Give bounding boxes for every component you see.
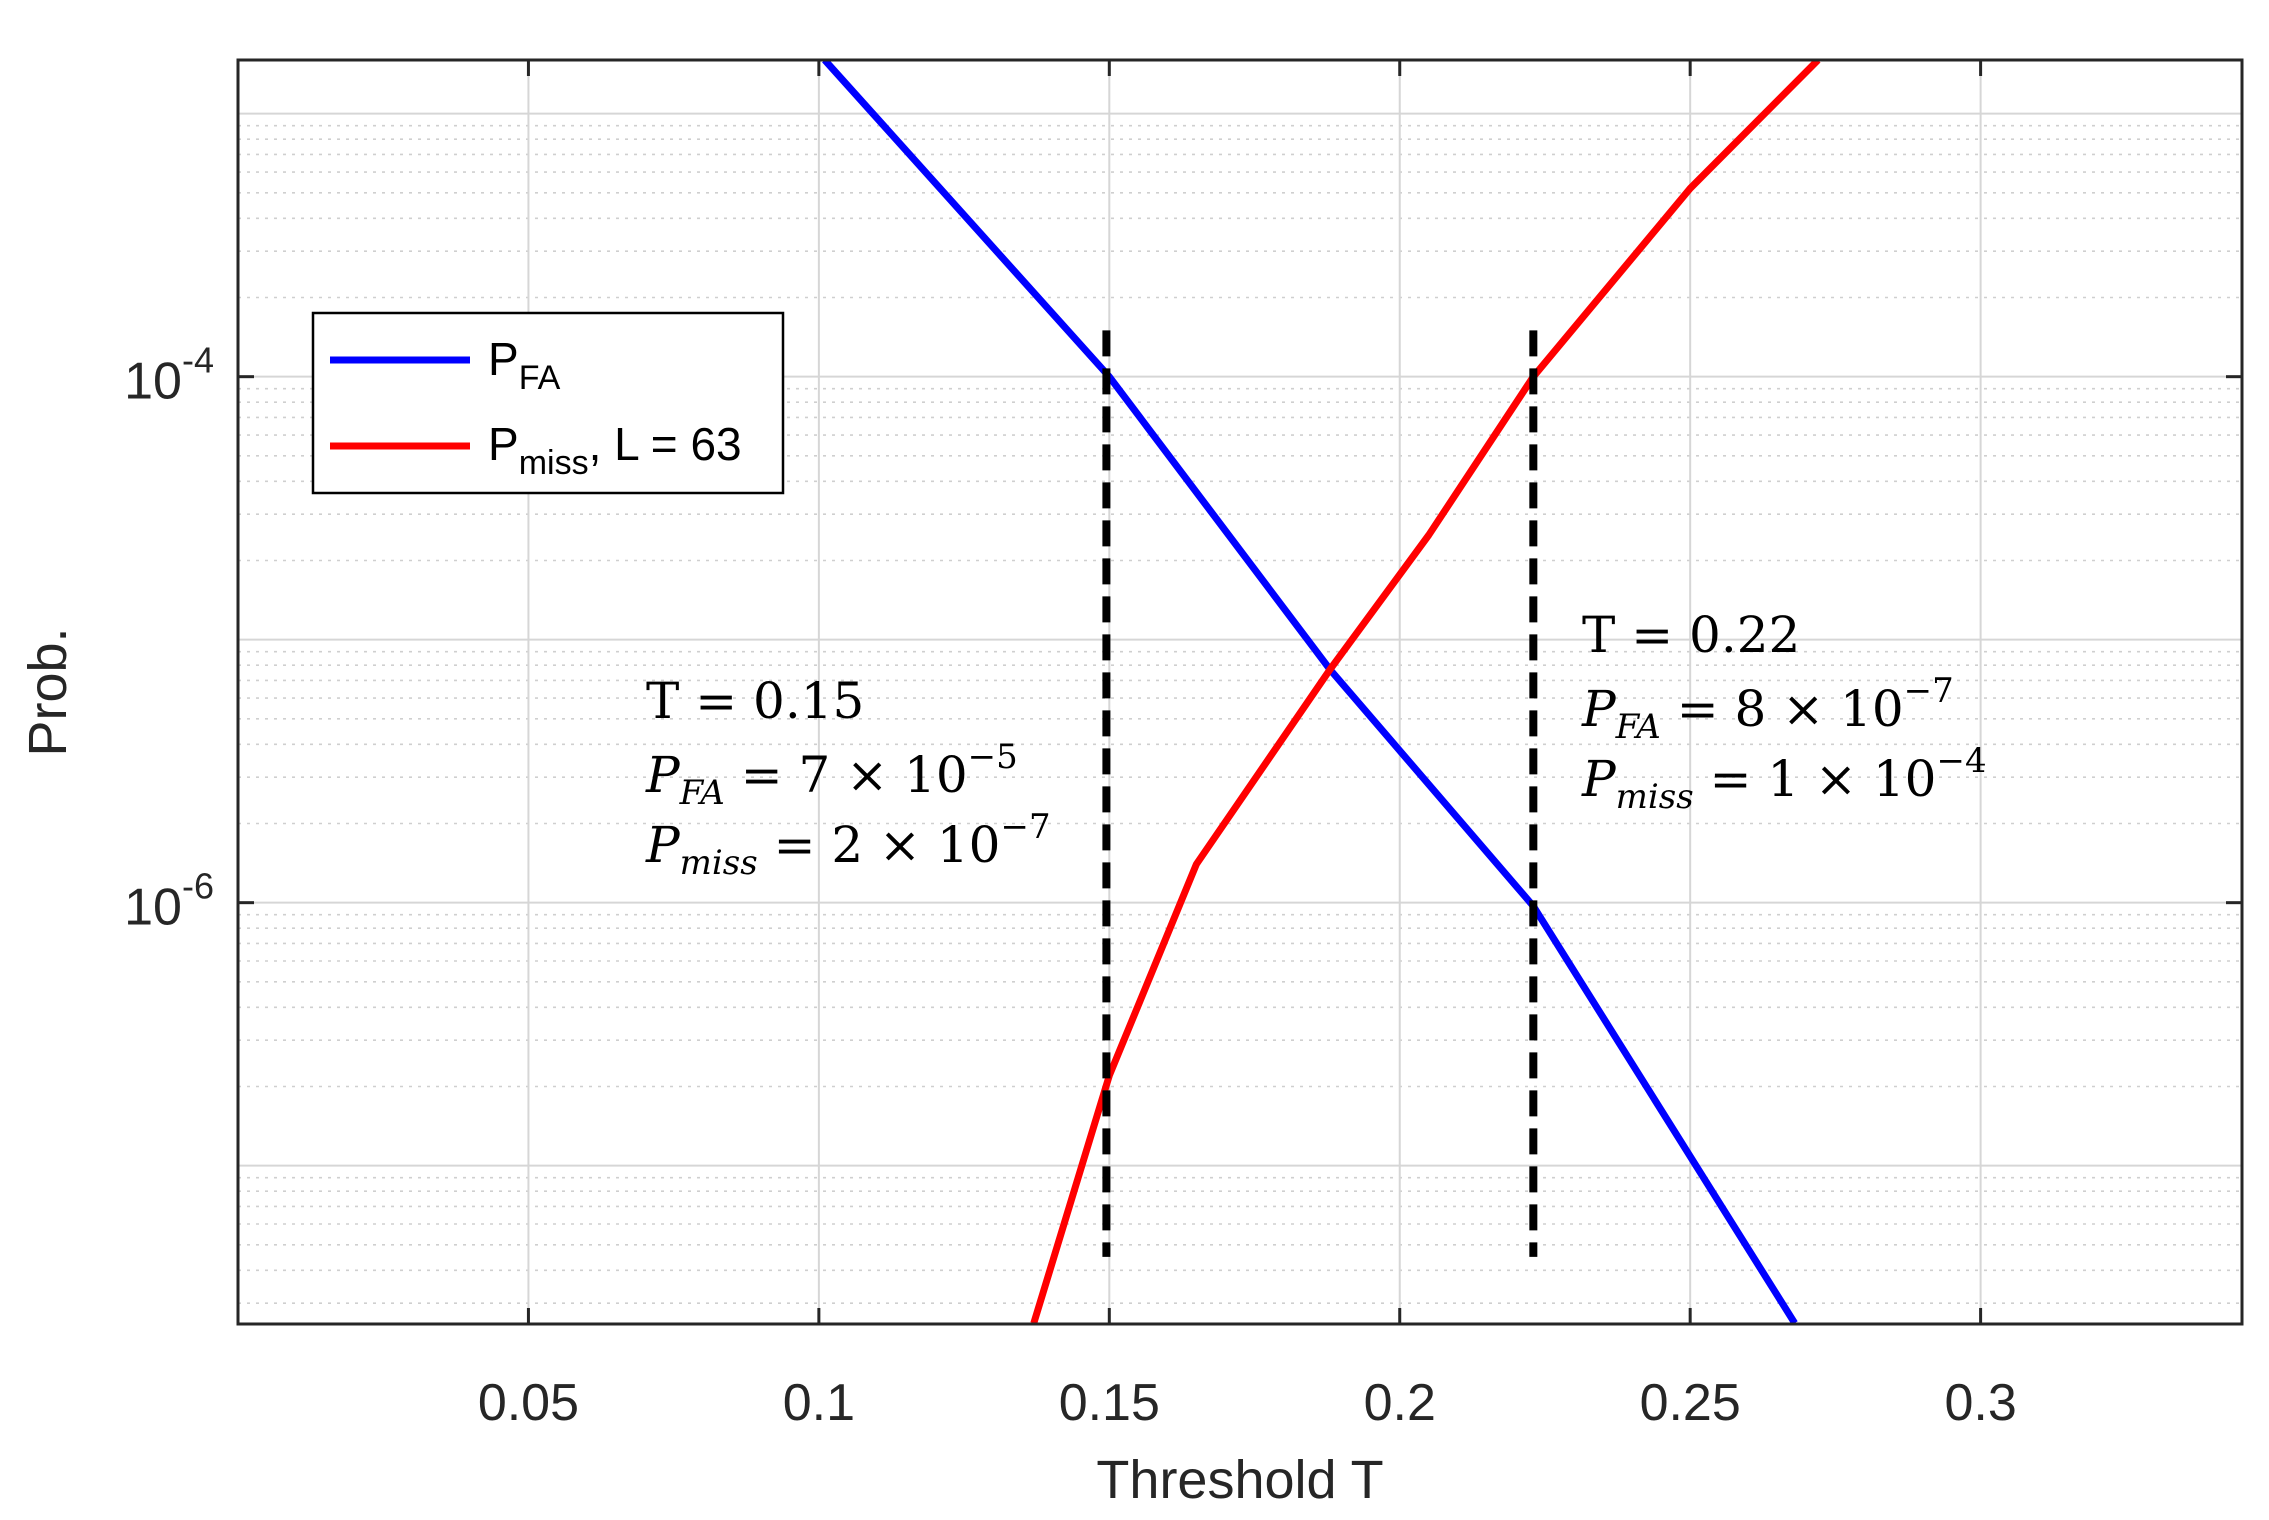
- y-tick-label-base: 10: [124, 879, 182, 937]
- legend-entry-pmiss-main: P: [488, 418, 519, 470]
- y-axis-label: Prob.: [18, 627, 78, 756]
- legend-entry-pmiss-suffix: , L = 63: [589, 418, 742, 470]
- annotation-t022-t: T = 0.22: [1582, 606, 1800, 664]
- annotation-t022-pmiss-sub: miss: [1616, 777, 1694, 817]
- plot-frame: [236, 58, 2244, 1326]
- legend-entry-pfa-sub: FA: [519, 359, 561, 397]
- series-layer: [822, 60, 1821, 1324]
- x-tick-label: 0.05: [478, 1374, 579, 1432]
- annotation-t022-pmiss-exp: −4: [1936, 741, 1986, 781]
- x-tick-label: 0.1: [783, 1374, 855, 1432]
- minor-grid: [238, 124, 2242, 1304]
- series-line-1: [1030, 60, 1821, 1324]
- annotation-t022-pfa-exp: −7: [1904, 671, 1954, 711]
- y-tick-label-exp: -4: [182, 340, 214, 381]
- annotation-t015-pfa-sub: FA: [679, 773, 725, 813]
- legend-entry-pfa-main: P: [488, 333, 519, 385]
- annotation-t015-line2: PFA = 7 × 10−5: [645, 737, 1018, 813]
- legend-entry-pfa: PFA: [488, 333, 561, 397]
- annotation-t022-line3: Pmiss = 1 × 10−4: [1581, 741, 1987, 817]
- x-tick-label: 0.2: [1364, 1374, 1436, 1432]
- x-tick-label: 0.15: [1059, 1374, 1160, 1432]
- annotation-t022-pmiss-rhs: = 1 × 10: [1694, 750, 1937, 808]
- annotation-t015-pmiss-exp: −7: [1000, 807, 1050, 847]
- legend-entry-pmiss: Pmiss, L = 63: [488, 418, 742, 482]
- legend-entry-pmiss-sub: miss: [519, 444, 589, 482]
- annotation-t015-pfa-var: P: [645, 746, 681, 804]
- x-axis-label: Threshold T: [1096, 1450, 1383, 1510]
- y-tick-label-base: 10: [124, 353, 182, 411]
- annotation-t022-line2: PFA = 8 × 10−7: [1581, 671, 1954, 747]
- annotation-t015-line3: Pmiss = 2 × 10−7: [645, 807, 1051, 883]
- x-tick-label: 0.25: [1640, 1374, 1741, 1432]
- annotation-t022-pmiss-var: P: [1581, 750, 1617, 808]
- legend-box: [311, 311, 785, 495]
- plot-background: [238, 60, 2242, 1324]
- y-tick-label: 10-6: [124, 866, 214, 937]
- annotation-t022-line1: T = 0.22: [1582, 606, 1800, 664]
- annotation-t015-pmiss-var: P: [645, 816, 681, 874]
- annotation-t015-pmiss-rhs: = 2 × 10: [758, 816, 1001, 874]
- x-tick-label: 0.3: [1944, 1374, 2016, 1432]
- annotation-t015-t: T = 0.15: [646, 672, 864, 730]
- annotation-t015-pfa-rhs: = 7 × 10: [725, 746, 968, 804]
- annotation-t022-pfa-sub: FA: [1615, 707, 1661, 747]
- axis-ticks: 0.05 0.1 0.15 0.2 0.25 0.310-610-4: [124, 60, 2242, 1432]
- y-tick-label: 10-4: [124, 340, 214, 411]
- annotation-t022-pfa-rhs: = 8 × 10: [1661, 680, 1904, 738]
- annotation-t015: T = 0.15 PFA = 7 × 10−5 Pmiss = 2 × 10−7: [645, 672, 1051, 883]
- y-tick-label-exp: -6: [182, 866, 214, 907]
- annotation-t015-pmiss-sub: miss: [680, 843, 758, 883]
- legend: PFA Pmiss, L = 63: [311, 311, 785, 495]
- annotation-t015-pfa-exp: −5: [968, 737, 1018, 777]
- annotation-t022-pfa-var: P: [1581, 680, 1617, 738]
- annotation-t022: T = 0.22 PFA = 8 × 10−7 Pmiss = 1 × 10−4: [1581, 606, 1987, 817]
- annotation-t015-line1: T = 0.15: [646, 672, 864, 730]
- reference-lines: [1102, 330, 1538, 1257]
